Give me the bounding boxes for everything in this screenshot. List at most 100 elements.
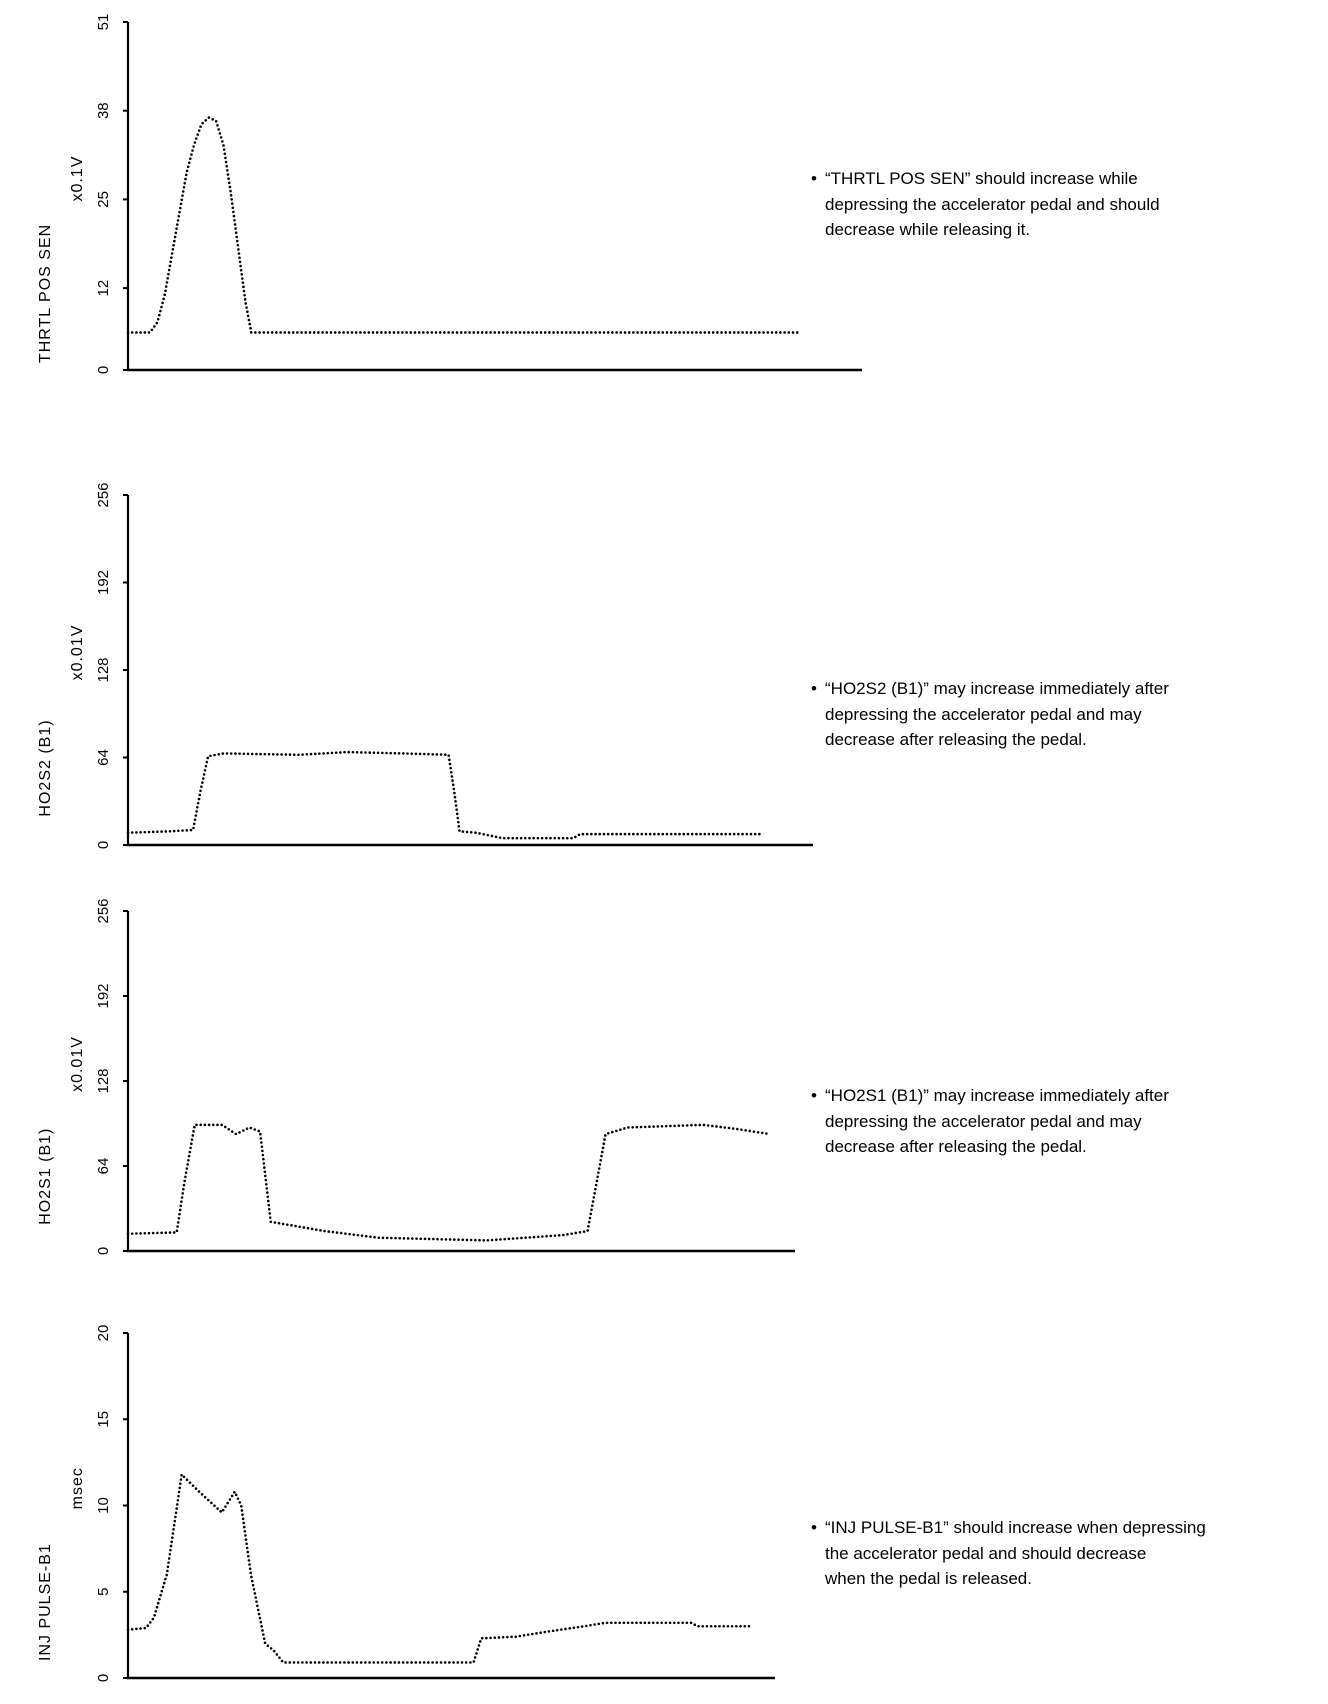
data-point (130, 1628, 134, 1631)
data-point (576, 1625, 580, 1629)
data-point (439, 1661, 443, 1664)
y-tick-label: 0 (95, 1674, 112, 1682)
data-point (245, 1546, 249, 1550)
data-point (693, 1623, 697, 1627)
data-point (480, 331, 484, 334)
data-point (594, 1183, 598, 1187)
y-tick-label: 15 (95, 1411, 112, 1428)
data-point (677, 1124, 681, 1127)
data-point (423, 1237, 427, 1241)
data-point (699, 331, 702, 334)
data-point (240, 1509, 244, 1512)
data-point (532, 1235, 536, 1239)
data-point (422, 752, 426, 756)
data-point (191, 1484, 195, 1487)
data-point (168, 264, 172, 268)
data-point (601, 1146, 605, 1150)
data-point (699, 832, 702, 836)
data-point (275, 1653, 279, 1656)
data-point (195, 1123, 198, 1127)
data-point (465, 830, 469, 834)
data-point (261, 1629, 264, 1632)
data-point (254, 1596, 257, 1599)
y-tick-label: 51 (95, 14, 112, 31)
data-point (553, 836, 556, 840)
bullet-icon: • (811, 169, 817, 188)
data-point (292, 753, 296, 756)
data-point (183, 1179, 186, 1183)
data-point (377, 1236, 381, 1240)
data-point (262, 1162, 266, 1165)
data-point (272, 1649, 276, 1653)
data-point (177, 829, 180, 833)
data-point (627, 832, 631, 836)
data-point (284, 1661, 287, 1664)
data-point (241, 1129, 245, 1132)
data-point (635, 1621, 638, 1625)
data-point (181, 194, 184, 197)
data-point (247, 1554, 250, 1558)
data-point (309, 1661, 313, 1664)
data-point (262, 331, 266, 334)
data-point (177, 1494, 180, 1498)
data-point (714, 1624, 717, 1628)
y-axis-title: INJ PULSE-B1 (37, 1543, 54, 1661)
data-point (176, 1221, 180, 1224)
data-point (598, 1163, 602, 1166)
chart-1: 0 12 25 38 51 x0.1V THRTL POS SEN (37, 14, 862, 374)
data-point (528, 1236, 532, 1239)
data-point (218, 132, 222, 135)
data-point (648, 331, 652, 334)
data-point (244, 1534, 247, 1537)
data-point (247, 318, 251, 322)
data-point (201, 781, 204, 784)
chart-4: 0 5 10 15 20 msec INJ PULSE-B1 (37, 1325, 775, 1682)
data-point (694, 1123, 697, 1127)
data-point (435, 753, 439, 756)
data-point (202, 773, 206, 776)
data-point (301, 1661, 304, 1664)
data-point (219, 136, 223, 139)
data-point (464, 1661, 468, 1664)
data-point (716, 331, 719, 334)
data-point (448, 762, 452, 766)
data-point (393, 751, 397, 755)
data-point (160, 1589, 164, 1593)
data-point (711, 331, 715, 334)
data-point (241, 281, 245, 284)
data-point (178, 210, 181, 214)
data-point (586, 1229, 589, 1232)
data-point (531, 1632, 534, 1636)
data-point (640, 331, 644, 334)
data-point (745, 832, 749, 836)
data-point (217, 128, 220, 131)
data-point (601, 1621, 605, 1625)
data-point (249, 326, 252, 330)
data-point (723, 1126, 727, 1129)
data-point (456, 816, 460, 820)
data-point (493, 331, 497, 334)
data-point (623, 832, 627, 836)
data-point (216, 1123, 219, 1127)
data-point (602, 1142, 606, 1146)
data-point (347, 750, 351, 754)
data-point (176, 1225, 179, 1228)
data-point (276, 753, 279, 756)
data-point (188, 1481, 192, 1484)
data-point (271, 752, 275, 756)
data-point (248, 322, 252, 326)
data-point (196, 801, 200, 805)
data-point (155, 1605, 159, 1609)
data-point (695, 832, 698, 836)
data-point (457, 1238, 460, 1241)
data-point (234, 752, 237, 755)
data-point (615, 331, 618, 334)
data-point (448, 1238, 452, 1241)
data-point (251, 1583, 255, 1587)
data-point (394, 1236, 397, 1240)
data-point (242, 285, 245, 289)
data-point (422, 331, 425, 334)
data-point (706, 1124, 710, 1127)
data-point (627, 1126, 630, 1129)
y-tick-label: 128 (95, 1068, 112, 1093)
